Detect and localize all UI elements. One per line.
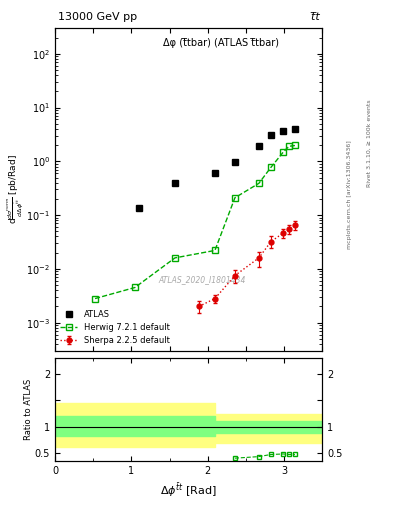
Herwig 7.2.1 default (268, 164, 273, 170)
ATLAS (213, 170, 217, 176)
Legend: ATLAS, Herwig 7.2.1 default, Sherpa 2.2.5 default: ATLAS, Herwig 7.2.1 default, Sherpa 2.2.… (58, 307, 172, 348)
Y-axis label: Ratio to ATLAS: Ratio to ATLAS (24, 379, 33, 440)
ATLAS (137, 205, 141, 211)
Herwig 7.2.1 default (132, 285, 137, 291)
Y-axis label: $\mathrm{d}\frac{d\sigma^{norm}}{d\Delta\phi^{\bar{t}t}}$ [pb/Rad]: $\mathrm{d}\frac{d\sigma^{norm}}{d\Delta… (5, 155, 25, 224)
Text: Rivet 3.1.10, ≥ 100k events: Rivet 3.1.10, ≥ 100k events (367, 99, 372, 187)
Line: Herwig 7.2.1 default: Herwig 7.2.1 default (92, 143, 298, 302)
Herwig 7.2.1 default (286, 143, 291, 150)
ATLAS (281, 128, 285, 134)
X-axis label: $\Delta\phi^{\bar{t}t}$ [Rad]: $\Delta\phi^{\bar{t}t}$ [Rad] (160, 481, 217, 499)
Herwig 7.2.1 default (173, 255, 177, 261)
ATLAS (173, 180, 177, 186)
ATLAS (257, 143, 261, 150)
Text: ATLAS_2020_I1801434: ATLAS_2020_I1801434 (158, 275, 246, 284)
Herwig 7.2.1 default (213, 247, 217, 253)
Text: Δφ (t̅tbar) (ATLAS t̅tbar): Δφ (t̅tbar) (ATLAS t̅tbar) (163, 38, 279, 48)
Text: mcplots.cern.ch [arXiv:1306.3436]: mcplots.cern.ch [arXiv:1306.3436] (347, 140, 352, 249)
Herwig 7.2.1 default (257, 180, 261, 186)
Herwig 7.2.1 default (292, 142, 297, 148)
Herwig 7.2.1 default (93, 295, 97, 302)
ATLAS (292, 126, 297, 132)
Herwig 7.2.1 default (233, 195, 237, 201)
Herwig 7.2.1 default (281, 150, 285, 156)
ATLAS (233, 159, 237, 165)
ATLAS (268, 132, 273, 138)
Text: 13000 GeV pp: 13000 GeV pp (58, 12, 137, 22)
Line: ATLAS: ATLAS (136, 125, 298, 212)
Text: t̅t: t̅t (311, 12, 320, 22)
